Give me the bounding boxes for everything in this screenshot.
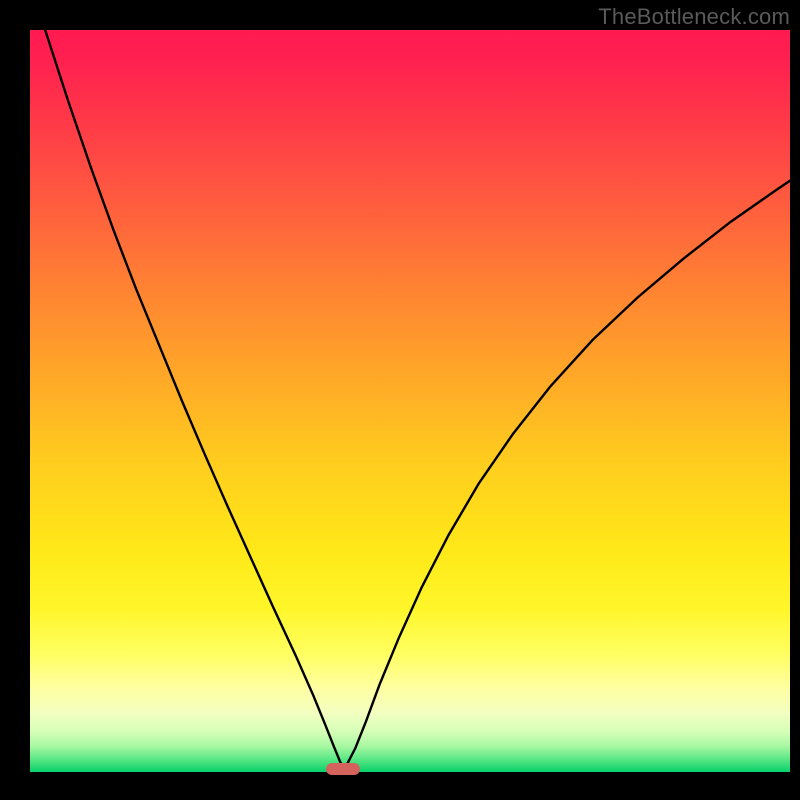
chart-frame: TheBottleneck.com — [0, 0, 800, 800]
plot-svg — [30, 30, 790, 772]
plot-area — [30, 30, 790, 772]
minimum-marker — [326, 763, 360, 776]
gradient-background — [30, 30, 790, 772]
watermark-text: TheBottleneck.com — [598, 4, 790, 30]
